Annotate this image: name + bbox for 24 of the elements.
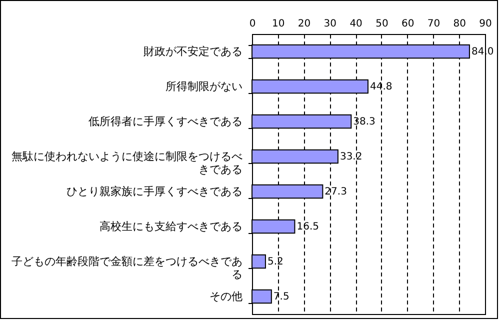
y-tick-label: ひとり親家族に手厚くすべきである [66,185,242,198]
data-label: 27.3 [324,186,347,198]
y-tick-label: 財政が不安定である [144,45,242,58]
x-tick-label: 0 [249,18,256,30]
y-tick-label: 所得制限がない [166,80,242,93]
y-tick-label: 高校生にも支給すべきである [100,220,242,233]
y-tick-label: 子どもの年齢段階で金額に差をつけるべきである [12,255,242,281]
x-tick-label: 70 [427,18,440,30]
data-label: 5.2 [267,256,284,268]
x-tick-label: 50 [376,18,388,30]
data-label: 33.2 [340,152,362,162]
x-tick-label: 20 [298,18,311,30]
x-tick-label: 10 [272,18,285,30]
x-tick-label: 40 [350,18,362,30]
x-tick-label: 30 [324,18,337,30]
y-tick-label: その他 [210,290,242,303]
data-label: 38.3 [353,116,376,128]
x-tick-label: 90 [479,18,492,30]
y-tick-label: 無駄に使われないように使途に制限をつけるべきである [12,150,242,176]
y-tick-label: 低所得者に手厚くすべきである [88,115,242,128]
data-label: 44.8 [370,82,392,92]
data-label: 7.5 [273,292,290,302]
x-tick-label: 60 [401,18,414,30]
x-tick-label: 80 [453,18,466,30]
